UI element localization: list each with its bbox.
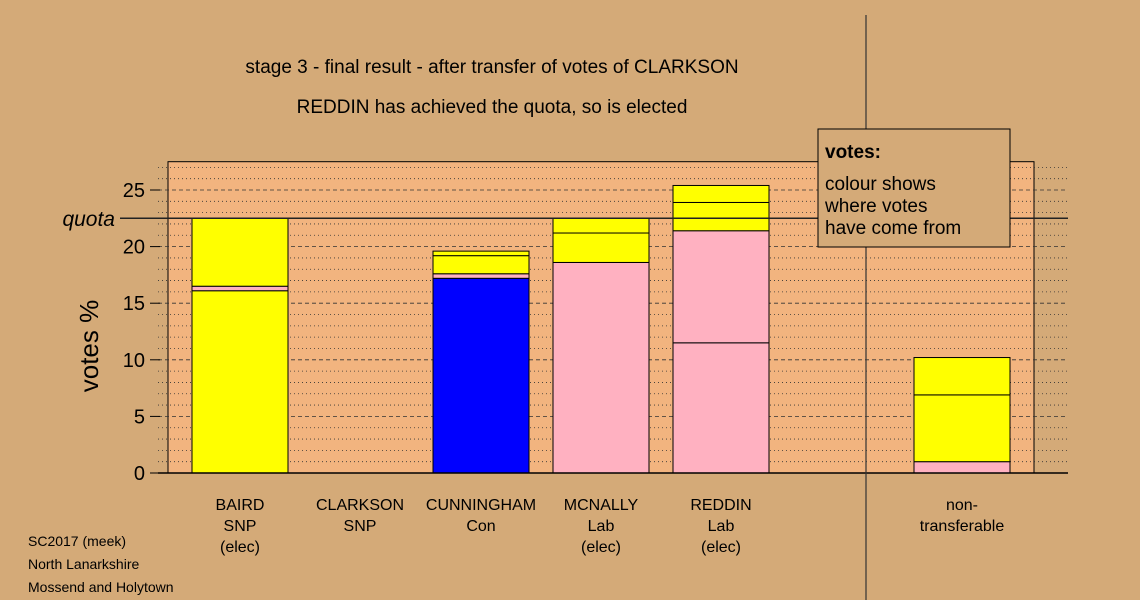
x-category-label: CUNNINGHAM <box>426 497 536 514</box>
bar-segment <box>552 261 650 474</box>
bar-segment <box>432 273 530 279</box>
x-category-label: transferable <box>920 518 1005 535</box>
x-category-label: Lab <box>708 518 735 535</box>
bar-segment <box>432 250 530 257</box>
x-category-label: (elec) <box>220 539 260 556</box>
bar-segment <box>672 201 770 232</box>
bar-segment <box>191 290 289 474</box>
legend-line: colour shows <box>825 174 936 195</box>
y-tick-label: 25 <box>123 180 145 202</box>
bar-segment <box>913 394 1011 463</box>
bar-segment <box>552 217 650 234</box>
footer-line: North Lanarkshire <box>28 556 139 572</box>
y-axis-label: votes % <box>74 300 104 393</box>
legend-line: have come from <box>825 218 961 239</box>
x-category-label: (elec) <box>581 539 621 556</box>
bar-segment <box>672 342 770 474</box>
bar-segment <box>191 217 289 287</box>
bar-segment <box>552 232 650 263</box>
x-category-label: (elec) <box>701 539 741 556</box>
bar-segment <box>672 184 770 203</box>
bar-segment <box>432 277 530 474</box>
legend-title: votes: <box>825 142 881 163</box>
y-tick-label: 15 <box>123 293 145 315</box>
x-category-label: CLARKSON <box>316 497 404 514</box>
bar-segment <box>672 230 770 344</box>
bar-segment <box>191 285 289 292</box>
x-category-label: BAIRD <box>216 497 265 514</box>
quota-label: quota <box>62 208 115 231</box>
x-category-label: MCNALLY <box>564 497 639 514</box>
bar-segment <box>913 357 1011 396</box>
x-category-label: SNP <box>224 518 257 535</box>
legend-line: where votes <box>824 196 927 217</box>
x-category-label: REDDIN <box>690 497 751 514</box>
footer-line: SC2017 (meek) <box>28 533 126 549</box>
bar-segment <box>913 461 1011 474</box>
x-category-label: Lab <box>588 518 615 535</box>
y-tick-label: 10 <box>123 350 145 372</box>
chart-title: stage 3 - final result - after transfer … <box>245 57 738 78</box>
bar-segment <box>432 255 530 275</box>
y-tick-label: 5 <box>134 406 145 428</box>
y-tick-label: 20 <box>123 237 145 259</box>
y-tick-label: 0 <box>134 463 145 485</box>
chart-subtitle: REDDIN has achieved the quota, so is ele… <box>297 97 688 118</box>
footer-line: Mossend and Holytown <box>28 579 174 595</box>
legend-box: votes: colour shows where votes have com… <box>817 128 1011 248</box>
x-category-label: Con <box>466 518 495 535</box>
x-category-label: non- <box>946 497 978 514</box>
x-category-label: SNP <box>344 518 377 535</box>
